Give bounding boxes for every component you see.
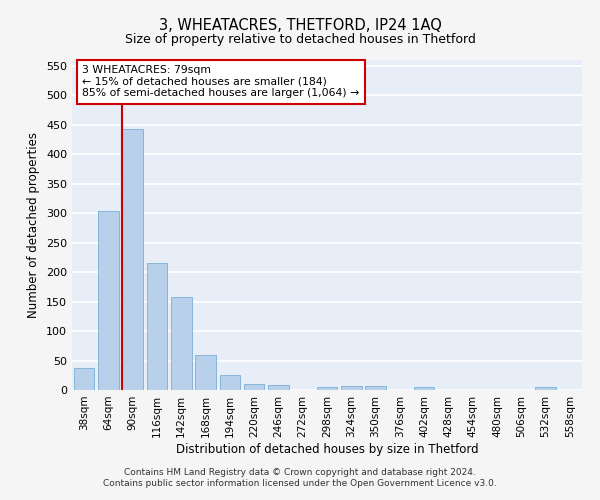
Bar bbox=[244, 384, 265, 390]
Text: 3 WHEATACRES: 79sqm
← 15% of detached houses are smaller (184)
85% of semi-detac: 3 WHEATACRES: 79sqm ← 15% of detached ho… bbox=[82, 65, 359, 98]
Bar bbox=[414, 387, 434, 390]
Text: Contains HM Land Registry data © Crown copyright and database right 2024.
Contai: Contains HM Land Registry data © Crown c… bbox=[103, 468, 497, 487]
Bar bbox=[171, 297, 191, 390]
Bar bbox=[146, 262, 167, 390]
Bar bbox=[74, 368, 94, 390]
Text: Size of property relative to detached houses in Thetford: Size of property relative to detached ho… bbox=[125, 32, 475, 46]
Y-axis label: Number of detached properties: Number of detached properties bbox=[28, 132, 40, 318]
Bar bbox=[535, 387, 556, 390]
Bar bbox=[317, 387, 337, 390]
Bar bbox=[268, 384, 289, 390]
Text: 3, WHEATACRES, THETFORD, IP24 1AQ: 3, WHEATACRES, THETFORD, IP24 1AQ bbox=[158, 18, 442, 32]
Bar bbox=[365, 386, 386, 390]
X-axis label: Distribution of detached houses by size in Thetford: Distribution of detached houses by size … bbox=[176, 442, 478, 456]
Bar bbox=[341, 386, 362, 390]
Bar bbox=[98, 212, 119, 390]
Bar bbox=[122, 129, 143, 390]
Bar bbox=[195, 355, 216, 390]
Bar bbox=[220, 376, 240, 390]
